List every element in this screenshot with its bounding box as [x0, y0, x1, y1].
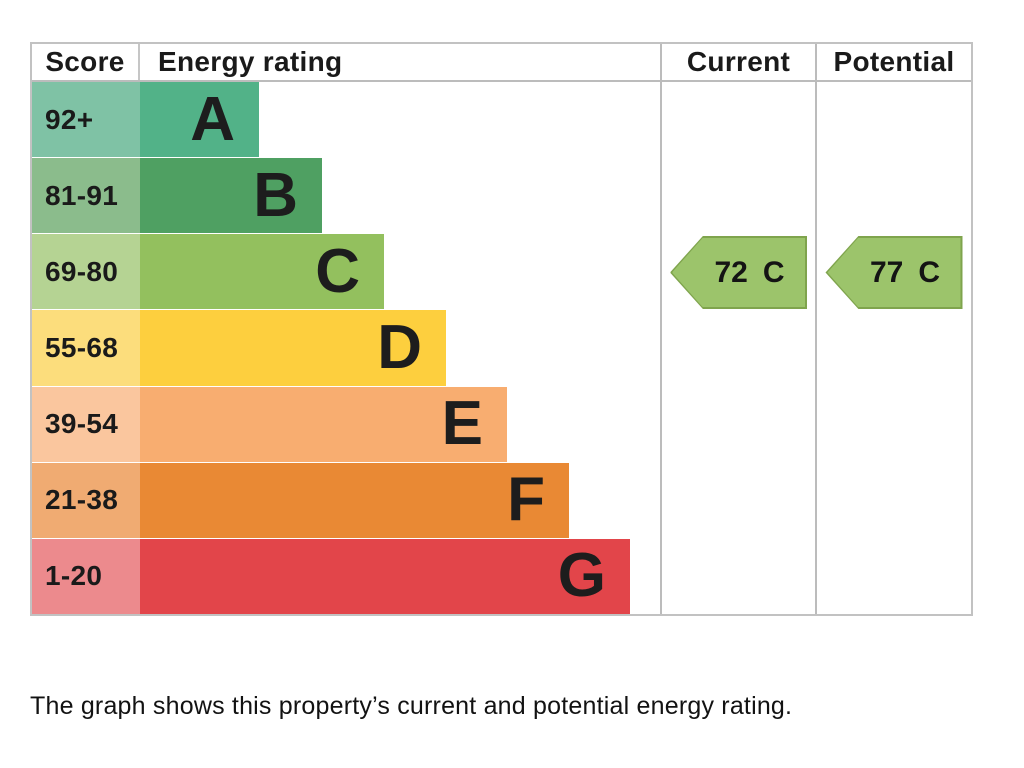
potential-rating-arrow: 77 C [825, 236, 963, 309]
band-row-a: 92+ A [32, 82, 660, 158]
score-range-b: 81-91 [32, 158, 140, 234]
band-bar-e: E [140, 386, 507, 462]
score-range-f: 21-38 [32, 462, 140, 538]
band-row-g: 1-20 G [32, 537, 660, 614]
potential-rating-value: 77 [869, 255, 904, 289]
score-range-e: 39-54 [32, 386, 140, 462]
band-bar-b: B [140, 158, 322, 234]
band-letter-g: G [557, 541, 606, 611]
score-column-header: Score [32, 44, 140, 80]
band-letter-f: F [507, 465, 545, 535]
current-rating-value: 72 [714, 255, 748, 289]
potential-column-header: Potential [817, 44, 971, 82]
current-column-header: Current [662, 44, 815, 82]
band-row-c: 69-80 C [32, 233, 660, 310]
rating-scale-section: Score Energy rating 92+ A 81-91 B [32, 44, 660, 614]
band-bar-a: A [140, 82, 259, 158]
score-range-c: 69-80 [32, 234, 140, 310]
band-letter-a: A [190, 84, 235, 154]
band-letter-b: B [253, 160, 298, 230]
score-range-g: 1-20 [32, 538, 140, 614]
band-letter-c: C [315, 236, 360, 306]
band-row-e: 39-54 E [32, 385, 660, 462]
band-letter-e: E [441, 389, 483, 459]
current-column: Current 72 C [660, 44, 815, 614]
band-bar-g: G [140, 538, 630, 614]
epc-rating-graph: Score Energy rating 92+ A 81-91 B [30, 42, 973, 616]
current-rating-band-letter: C [762, 255, 785, 289]
current-rating-arrow-body: 72 C [672, 238, 805, 307]
energy-rating-column-header: Energy rating [158, 46, 343, 77]
band-row-f: 21-38 F [32, 461, 660, 538]
score-range-d: 55-68 [32, 310, 140, 386]
band-row-d: 55-68 D [32, 309, 660, 386]
potential-rating-arrow-body: 77 C [827, 238, 961, 307]
table-header-row: Score Energy rating [32, 44, 660, 82]
potential-rating-band-letter: C [918, 255, 941, 289]
band-bar-f: F [140, 462, 569, 538]
graph-caption: The graph shows this property’s current … [30, 692, 793, 720]
current-rating-arrow: 72 C [670, 236, 807, 309]
rating-bands: 92+ A 81-91 B 69-80 C [32, 82, 660, 614]
band-row-b: 81-91 B [32, 157, 660, 234]
band-bar-c: C [140, 234, 384, 310]
score-range-a: 92+ [32, 82, 140, 158]
band-bar-d: D [140, 310, 446, 386]
band-letter-d: D [377, 312, 422, 382]
potential-column: Potential 77 C [815, 44, 971, 614]
